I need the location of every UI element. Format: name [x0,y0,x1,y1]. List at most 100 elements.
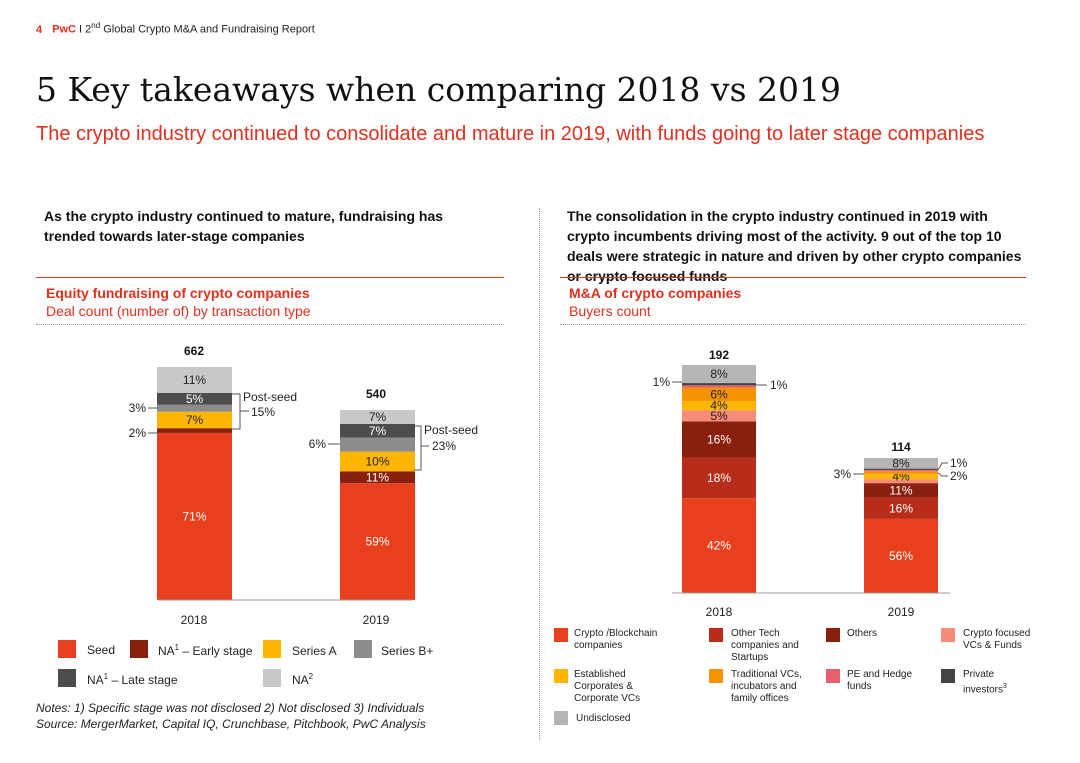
bar-2018-private-investors [682,383,756,386]
data-label-2018-established-corporates-corporate-vcs: 4% [710,399,728,413]
bar-2019-pe-and-hedge-funds [864,469,938,472]
left-rule [36,277,504,278]
data-label-2019-undisclosed: 8% [892,456,910,470]
page-title: 5 Key takeaways when comparing 2018 vs 2… [36,70,841,109]
data-label-2019-other-tech-companies-and-startups: 16% [889,501,913,515]
right-chart-subtitle: Buyers count [569,303,651,319]
report-ordinal: 2 [85,23,92,36]
data-label-2018-seed: 71% [182,509,206,523]
data-label-2018-crypto-focused-vcs-funds: 5% [710,409,728,423]
bar-2018-na-late-stage [157,392,232,405]
legend-label-pe: PE and Hedge funds [847,669,913,692]
legend-label-seriesa: Series A [292,644,337,658]
legend-swatch-private [941,669,955,683]
bar-2018-established-corporates-corporate-vcs [682,401,756,411]
legend-swatch-seriesa [263,640,281,658]
bar-2019-seed [340,483,415,600]
bar-2019-na-early-stage [340,471,415,484]
page-header: 4 PwC I 2nd Global Crypto M&A and Fundrai… [36,21,315,36]
label-2018-pe: 1% [653,375,671,389]
bar-2019-na [340,410,415,424]
report-title: Global Crypto M&A and Fundraising Report [100,23,315,36]
bar-2018-series-b- [157,404,232,412]
data-label-2019-others: 11% [889,483,912,497]
bar-2018-crypto-blockchain-companies [682,498,756,593]
bar-2019-others [864,483,938,498]
footnotes: Notes: 1) Specific stage was not disclos… [36,700,426,732]
notes-line: Notes: 1) Specific stage was not disclos… [36,701,425,715]
source-line: Source: MergerMarket, Capital IQ, Crunch… [36,717,426,731]
equity-fundraising-chart: 71%7%5%11%59%11%10%7%7% 2018 2019 662 54… [129,344,478,627]
label-2019-trad: 2% [950,469,968,483]
bracket-2019-value: 23% [432,439,456,453]
total-2018: 192 [709,348,729,362]
right-panel-heading: The consolidation in the crypto industry… [567,208,1022,284]
legend-label-late: NA1 – Late stage [87,672,178,687]
bar-2019-traditional-vcs-incubators-and-family-offices [864,471,938,474]
bracket-2019-label: Post-seed [424,423,478,437]
legend-label-othertech: Other Tech companies and Startups [731,628,799,663]
data-label-2018-crypto-blockchain-companies: 42% [707,539,731,553]
bar-2018-seed [157,432,232,600]
data-label-2018-undisclosed: 8% [710,367,728,381]
legend-label-tradvc: Traditional VCs, incubators and family o… [731,669,802,704]
data-label-2019-na: 7% [369,410,387,424]
legend-label-early: NA1 – Early stage [158,643,253,658]
data-label-2018-series-a: 7% [186,413,204,427]
legend-label-seed: Seed [87,643,116,657]
left-dotted-rule [36,324,504,325]
data-label-2018-na-late-stage: 5% [186,392,204,406]
legend-swatch-seed [58,640,76,658]
page-subtitle: The crypto industry continued to consoli… [36,123,985,145]
ma-legend: Crypto /Blockchain companies Other Tech … [554,628,1054,738]
legend-swatch-na [263,669,281,687]
bar-2019-series-a [340,451,415,472]
data-label-2019-na-early-stage: 11% [366,470,389,484]
left-chart-subtitle: Deal count (number of) by transaction ty… [46,303,311,319]
legend-label-crypto: Crypto /Blockchain companies [574,628,658,651]
x-tick-2019: 2019 [888,605,915,619]
report-ordinal-suffix: nd [91,21,101,30]
left-chart-title: Equity fundraising of crypto companies [46,285,310,301]
ma-buyers-chart: 42%18%16%5%4%6%8%56%16%11%4%8% 2018 2019… [653,348,968,619]
bar-2018-crypto-focused-vcs-funds [682,410,756,422]
bar-2018-other-tech-companies-and-startups [682,457,756,499]
bar-2019-na-late-stage [340,423,415,438]
x-tick-2018: 2018 [706,605,733,619]
bar-2019-crypto-blockchain-companies [864,518,938,593]
data-label-2018-na: 11% [183,373,206,387]
data-label-2018-others: 16% [707,433,731,447]
legend-swatch-undisclosed [554,711,568,725]
total-2018: 662 [184,344,204,358]
data-label-2019-series-a: 10% [365,454,389,468]
bar-2018-na-early-stage [157,428,232,433]
legend-swatch-crypto [554,628,568,642]
right-chart-title: M&A of crypto companies [569,285,742,301]
bar-2018-traditional-vcs-incubators-and-family-offices [682,387,756,402]
legend-label-seriesb: Series B+ [381,644,434,658]
bar-2018-na [157,367,232,393]
total-2019: 540 [366,387,386,401]
bar-2018-others [682,421,756,458]
data-label-2019-na-late-stage: 7% [369,424,387,438]
legend-swatch-othertech [709,628,723,642]
legend-label-private: Private investors3 [963,669,1007,696]
bar-2018-series-a [157,411,232,429]
bar-2019-established-corporates-corporate-vcs [864,473,938,480]
legend-swatch-late [58,669,76,687]
legend-label-na: NA2 [292,672,314,687]
bar-2019-other-tech-companies-and-startups [864,497,938,519]
bar-2019-private-investors [864,468,938,470]
bar-2019-undisclosed [864,458,938,469]
equity-legend: Seed NA1 – Early stage Series A Series B… [58,640,528,700]
total-2019: 114 [891,440,911,454]
x-tick-2018: 2018 [181,613,208,627]
data-label-2018-traditional-vcs-incubators-and-family-offices: 6% [710,387,728,401]
label-2018-private: 1% [770,378,788,392]
page-number: 4 [36,23,43,36]
bar-2018-undisclosed [682,365,756,384]
data-label-2019-crypto-blockchain-companies: 56% [889,549,913,563]
legend-swatch-corporates [554,669,568,683]
legend-label-others: Others [847,628,878,639]
label-2019-cryptovc: 3% [834,467,852,481]
